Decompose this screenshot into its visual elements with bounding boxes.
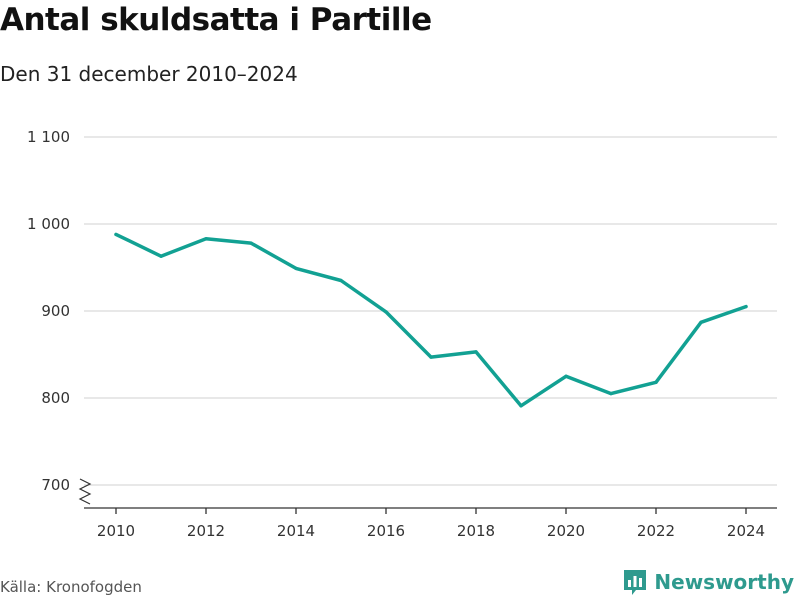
data-point bbox=[429, 355, 433, 359]
data-point bbox=[204, 237, 208, 241]
data-point bbox=[654, 380, 658, 384]
data-point bbox=[114, 232, 118, 237]
x-tick-label: 2014 bbox=[277, 522, 315, 540]
y-tick-label: 1 100 bbox=[27, 128, 70, 146]
source-note: Källa: Kronofogden bbox=[0, 578, 142, 596]
line-chart: 700 800 900 1 000 1 100 2010 2012 2014 2016 2018 2… bbox=[27, 128, 777, 540]
x-tick-label: 2018 bbox=[457, 522, 495, 540]
data-point bbox=[564, 374, 568, 378]
data-point bbox=[339, 278, 343, 283]
series-line bbox=[114, 232, 748, 408]
data-point bbox=[474, 350, 478, 354]
data-point bbox=[294, 266, 298, 270]
axis-layer: 700 800 900 1 000 1 100 2010 2012 2014 2016 2018 2… bbox=[27, 128, 777, 540]
data-point bbox=[519, 404, 523, 408]
brand-name: Newsworthy bbox=[654, 570, 794, 594]
chart-title: Antal skuldsatta i Partille bbox=[0, 2, 432, 38]
data-point bbox=[699, 320, 703, 324]
x-tick-label: 2010 bbox=[97, 522, 135, 540]
x-tick-label: 2016 bbox=[367, 522, 405, 540]
x-tick-label: 2024 bbox=[727, 522, 765, 540]
axis-break-icon bbox=[78, 478, 92, 505]
y-tick-label: 700 bbox=[41, 476, 70, 494]
y-tick-label: 1 000 bbox=[27, 215, 70, 233]
grid-layer bbox=[84, 136, 777, 486]
y-tick-label: 800 bbox=[41, 389, 70, 407]
data-point bbox=[744, 305, 748, 309]
data-point bbox=[384, 310, 388, 314]
data-point bbox=[159, 254, 163, 258]
brand-logo[interactable]: Newsworthy bbox=[622, 568, 794, 596]
series-layer bbox=[114, 232, 748, 408]
chart-subtitle: Den 31 december 2010–2024 bbox=[0, 62, 298, 86]
data-point bbox=[609, 392, 613, 396]
y-tick-label: 900 bbox=[41, 302, 70, 320]
x-tick-label: 2012 bbox=[187, 522, 225, 540]
x-tick-label: 2020 bbox=[547, 522, 585, 540]
data-point bbox=[249, 241, 253, 245]
x-tick-label: 2022 bbox=[637, 522, 675, 540]
newsworthy-logo-icon bbox=[624, 570, 647, 595]
